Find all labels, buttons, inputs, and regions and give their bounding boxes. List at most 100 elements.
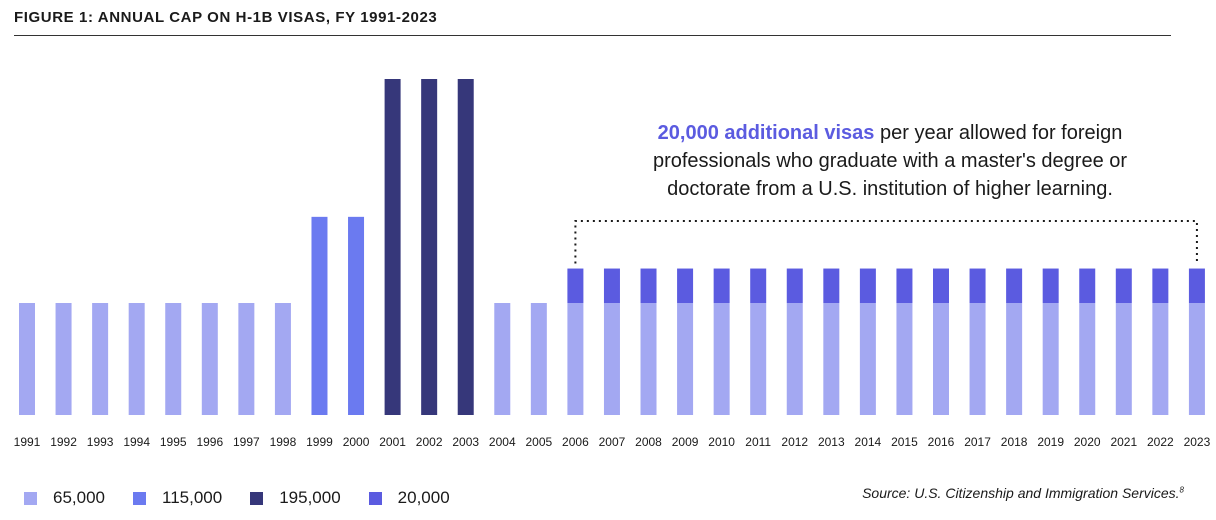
x-tick-label-2013: 2013 <box>818 435 845 449</box>
x-tick-label-1994: 1994 <box>123 435 150 449</box>
legend-label-115000: 115,000 <box>162 488 223 507</box>
bar-2005 <box>530 303 547 415</box>
x-tick-label-2015: 2015 <box>891 435 918 449</box>
bar-additional-2007 <box>603 268 620 303</box>
x-tick-label-2002: 2002 <box>416 435 443 449</box>
bar-additional-2010 <box>713 268 730 303</box>
annotation-line1: per year allowed for foreign <box>874 122 1123 144</box>
bar-2000 <box>348 216 365 415</box>
bar-2022 <box>1152 303 1169 415</box>
bar-additional-2012 <box>786 268 803 303</box>
bar-additional-2019 <box>1042 268 1059 303</box>
bar-2015 <box>896 303 913 415</box>
bar-additional-2018 <box>1006 268 1023 303</box>
bar-1995 <box>165 303 182 415</box>
x-tick-labels: 1991 1992 1993 1994 1995 1996 1997 1998 1999 2000… <box>14 435 1211 449</box>
annotation-line3: doctorate from a U.S. institution of hig… <box>667 178 1113 200</box>
source-note: Source: U.S. Citizenship and Immigration… <box>862 485 1184 501</box>
bar-2023 <box>1188 303 1205 415</box>
bar-2008 <box>640 303 657 415</box>
annotation-line2: professionals who graduate with a master… <box>652 150 1128 172</box>
legend-item-65000: 65,000 <box>24 488 105 508</box>
bar-1991 <box>19 303 35 415</box>
legend-swatch-115000 <box>133 491 146 505</box>
bar-2017 <box>969 303 986 415</box>
x-tick-label-1999: 1999 <box>306 435 333 449</box>
bar-2021 <box>1115 303 1132 415</box>
bar-additional-2020 <box>1079 268 1096 303</box>
x-tick-label-2020: 2020 <box>1074 435 1101 449</box>
x-tick-label-2000: 2000 <box>343 435 370 449</box>
x-tick-label-1992: 1992 <box>50 435 77 449</box>
bar-additional-2022 <box>1152 268 1169 303</box>
bar-1993 <box>92 303 109 415</box>
bar-1994 <box>128 303 145 415</box>
x-tick-label-2018: 2018 <box>1001 435 1028 449</box>
bar-additional-2017 <box>969 268 986 303</box>
x-tick-label-2003: 2003 <box>452 435 479 449</box>
bar-2004 <box>494 303 511 415</box>
source-text: Source: U.S. Citizenship and Immigration… <box>862 485 1180 501</box>
x-tick-label-2023: 2023 <box>1184 435 1211 449</box>
x-tick-label-2009: 2009 <box>672 435 699 449</box>
x-tick-label-2022: 2022 <box>1147 435 1174 449</box>
bar-1997 <box>238 303 255 415</box>
chart-title: FIGURE 1: ANNUAL CAP ON H-1B VISAS, FY 1… <box>14 9 438 26</box>
bar-additional-2013 <box>823 268 840 303</box>
annotation-highlight: 20,000 additional visas <box>657 122 875 144</box>
bar-additional-2006 <box>567 268 584 303</box>
bar-additional-2023 <box>1188 268 1205 303</box>
x-tick-label-1991: 1991 <box>14 435 41 449</box>
legend-item-20000: 20,000 <box>368 488 450 508</box>
legend-swatch-65000 <box>24 491 37 505</box>
bar-additional-2009 <box>677 268 694 303</box>
legend-swatch-20000 <box>368 491 382 505</box>
x-tick-label-1996: 1996 <box>196 435 223 449</box>
bar-additional-2015 <box>896 268 913 303</box>
bar-additional-2008 <box>640 268 657 303</box>
bar-2014 <box>859 303 876 415</box>
bar-2012 <box>786 303 803 415</box>
bar-additional-2016 <box>933 268 949 303</box>
bar-2010 <box>713 303 730 415</box>
title-divider <box>14 35 1171 36</box>
x-tick-label-2021: 2021 <box>1110 435 1137 449</box>
bar-2002 <box>421 79 438 415</box>
bar-2019 <box>1042 303 1059 415</box>
bar-1992 <box>55 303 72 415</box>
bar-additional-2021 <box>1115 268 1132 303</box>
annotation-bracket <box>574 220 1198 264</box>
bar-1999 <box>311 216 328 415</box>
x-tick-label-2008: 2008 <box>635 435 662 449</box>
bar-additional-2014 <box>859 268 876 303</box>
x-tick-label-2001: 2001 <box>379 435 406 449</box>
x-tick-label-2017: 2017 <box>964 435 991 449</box>
x-tick-label-2006: 2006 <box>562 435 589 449</box>
x-tick-label-1997: 1997 <box>233 435 260 449</box>
bar-2007 <box>603 303 620 415</box>
legend-label-195000: 195,000 <box>279 488 341 507</box>
legend-item-115000: 115,000 <box>133 488 222 508</box>
bar-2006 <box>567 303 584 415</box>
bar-2001 <box>384 79 401 415</box>
bar-2013 <box>823 303 840 415</box>
bar-2003 <box>457 79 474 415</box>
bar-1996 <box>201 303 218 415</box>
bar-2020 <box>1079 303 1096 415</box>
bar-2016 <box>933 303 949 415</box>
legend-item-195000: 195,000 <box>250 488 341 508</box>
x-tick-label-2014: 2014 <box>855 435 882 449</box>
bars-group <box>19 79 1205 415</box>
source-footnote-number: 8 <box>1179 485 1184 495</box>
x-tick-label-1995: 1995 <box>160 435 187 449</box>
bar-2011 <box>750 303 767 415</box>
x-tick-label-2007: 2007 <box>599 435 626 449</box>
x-tick-label-2005: 2005 <box>525 435 552 449</box>
annotation-text: 20,000 additional visas per year allowed… <box>560 119 1216 203</box>
legend: 65,000 115,000 195,000 20,000 <box>24 488 478 508</box>
x-tick-label-2004: 2004 <box>489 435 516 449</box>
legend-swatch-195000 <box>250 491 264 505</box>
legend-label-65000: 65,000 <box>53 488 105 507</box>
legend-label-20000: 20,000 <box>397 488 450 507</box>
bar-additional-2011 <box>750 268 767 303</box>
